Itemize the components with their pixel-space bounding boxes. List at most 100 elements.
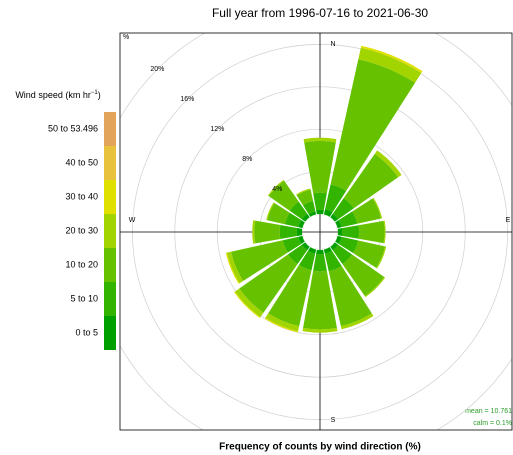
annotation: calm = 0.1% bbox=[473, 420, 512, 427]
petal-segment bbox=[298, 220, 305, 229]
petal-segment bbox=[287, 244, 308, 265]
legend-title: Wind speed (km hr−1) bbox=[15, 90, 100, 101]
legend-swatch bbox=[104, 316, 116, 350]
petal-segment bbox=[264, 317, 298, 333]
petal-segment bbox=[298, 235, 305, 244]
compass-label: W bbox=[129, 217, 136, 224]
petal-segment bbox=[353, 240, 386, 268]
legend-swatch bbox=[104, 112, 116, 146]
compass-label: S bbox=[331, 417, 336, 424]
plot-area bbox=[120, 33, 512, 430]
petal-segment bbox=[268, 265, 312, 327]
petal-segment bbox=[234, 288, 264, 318]
petal-segment bbox=[335, 220, 342, 229]
legend-title-text: Wind speed (km hr bbox=[15, 90, 91, 100]
petal-segment bbox=[303, 270, 337, 330]
petal-segment bbox=[267, 179, 285, 197]
petal-segment bbox=[296, 227, 303, 237]
legend-title-end: ) bbox=[98, 90, 101, 100]
petal-segment bbox=[352, 198, 382, 224]
legend-swatch bbox=[104, 180, 116, 214]
petal-segment bbox=[324, 250, 342, 272]
petal-segment bbox=[298, 250, 316, 271]
petal-segment bbox=[360, 45, 423, 73]
petal-segment bbox=[323, 209, 333, 217]
legend-label: 5 to 10 bbox=[70, 293, 98, 303]
petal-segment bbox=[340, 313, 374, 330]
petal-segment bbox=[342, 254, 385, 297]
x-axis-label: Frequency of counts by wind direction (%… bbox=[219, 442, 421, 453]
petal-segment bbox=[330, 242, 339, 251]
plot-frame bbox=[119, 32, 513, 431]
petal-segment bbox=[226, 251, 244, 284]
petal-segment bbox=[252, 220, 256, 244]
petal-segment bbox=[284, 212, 302, 228]
r-tick-label: 4% bbox=[272, 186, 282, 193]
r-tick-label: 16% bbox=[180, 96, 194, 103]
petal-segment bbox=[239, 254, 298, 313]
compass-label: E bbox=[506, 217, 511, 224]
legend-swatch bbox=[104, 248, 116, 282]
legend-title-sup: −1 bbox=[91, 90, 99, 96]
petal-segment bbox=[325, 184, 347, 213]
legend-swatch bbox=[104, 282, 116, 316]
petal-segment bbox=[267, 202, 290, 225]
petal-segment bbox=[358, 47, 422, 83]
petal-segment bbox=[330, 213, 339, 222]
petal-segment bbox=[308, 211, 317, 217]
petal-segment bbox=[313, 253, 327, 272]
legend-label: 20 to 30 bbox=[65, 225, 98, 235]
petal-segment bbox=[364, 276, 386, 298]
legend-label: 10 to 20 bbox=[65, 259, 98, 269]
r-tick-label: 12% bbox=[210, 126, 224, 133]
petal-segment bbox=[296, 189, 314, 206]
petal-segment bbox=[231, 240, 288, 281]
petal-segment bbox=[338, 236, 359, 254]
petal-segment bbox=[374, 150, 402, 178]
petal-segment bbox=[338, 211, 358, 228]
petal-segment bbox=[266, 202, 275, 221]
petal-segment bbox=[254, 220, 281, 244]
petal-segment bbox=[343, 153, 399, 209]
petal-segment bbox=[268, 180, 299, 211]
petal-segment bbox=[289, 201, 308, 220]
annotation: mean = 10.761 bbox=[465, 408, 512, 415]
petal-segment bbox=[372, 197, 383, 219]
compass-label: N bbox=[330, 41, 335, 48]
petal-segment bbox=[279, 225, 298, 239]
petal-segment bbox=[328, 265, 372, 327]
petal-segment bbox=[308, 247, 317, 254]
legend-swatch bbox=[104, 146, 116, 180]
r-tick-label: 20% bbox=[150, 66, 164, 73]
legend-label: 50 to 53.496 bbox=[48, 123, 98, 133]
petal-segment bbox=[302, 200, 316, 215]
petal-segment bbox=[234, 291, 261, 318]
petal-segment bbox=[296, 188, 311, 196]
legend-label: 30 to 40 bbox=[65, 191, 98, 201]
petal-segment bbox=[323, 247, 332, 254]
petal-segment bbox=[337, 228, 343, 236]
petal-segment bbox=[332, 244, 353, 265]
legend-swatch bbox=[104, 214, 116, 248]
petal-segment bbox=[304, 140, 336, 194]
r-tick-label: 8% bbox=[242, 156, 252, 163]
petal-segment bbox=[301, 242, 310, 251]
petal-segment bbox=[225, 252, 240, 284]
petal-segment bbox=[376, 246, 387, 269]
petal-segment bbox=[265, 313, 300, 332]
petal-segment bbox=[358, 220, 385, 244]
petal-segment bbox=[316, 249, 324, 255]
petal-segment bbox=[316, 209, 324, 215]
chart-title: Full year from 1996-07-16 to 2021-06-30 bbox=[212, 6, 428, 20]
petal-segment bbox=[301, 213, 310, 222]
legend-label: 40 to 50 bbox=[65, 157, 98, 167]
petal-segment bbox=[282, 236, 302, 253]
petal-segment bbox=[302, 328, 338, 333]
petal-segment bbox=[341, 225, 360, 239]
legend-label: 0 to 5 bbox=[75, 327, 98, 337]
petal-segment bbox=[303, 137, 337, 143]
petal-segment bbox=[330, 59, 416, 191]
petal-segment bbox=[313, 192, 327, 211]
petal-segment bbox=[332, 198, 354, 220]
